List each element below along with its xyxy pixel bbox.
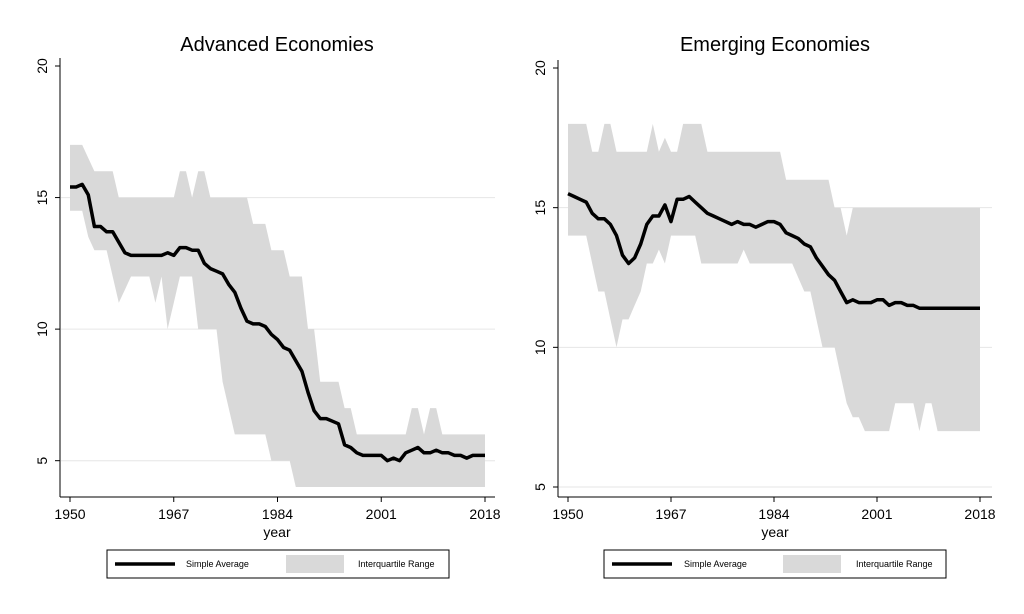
x-tick-label: 1967: [158, 506, 189, 522]
y-tick-label: 10: [532, 339, 548, 355]
x-axis-label-emerging: year: [761, 524, 789, 540]
x-tick-label: 1950: [54, 506, 85, 522]
y-tick-label: 20: [532, 60, 548, 76]
x-tick-label: 1950: [552, 506, 583, 522]
x-tick-label: 2018: [964, 506, 995, 522]
chart-title-advanced: Advanced Economies: [180, 34, 373, 56]
x-tick-label: 1984: [262, 506, 293, 522]
y-tick-label: 20: [34, 58, 50, 74]
x-axis-label-advanced: year: [263, 524, 291, 540]
x-tick-label: 1967: [655, 506, 686, 522]
x-tick-label: 1984: [758, 506, 789, 522]
y-tick-label: 5: [532, 483, 548, 491]
iqr-band-advanced: [70, 144, 485, 487]
y-axis-advanced: 5 10 15 20: [34, 58, 61, 497]
legend-swatch-iqr-emerging: [783, 555, 841, 573]
y-axis-emerging: 5 10 15 20: [532, 60, 559, 497]
legend-label-average-emerging: Simple Average: [684, 559, 747, 569]
iqr-band-emerging: [568, 123, 980, 432]
y-tick-label: 10: [34, 321, 50, 337]
legend-label-iqr-advanced: Interquartile Range: [358, 559, 435, 569]
legend-emerging: Simple Average Interquartile Range: [603, 549, 947, 579]
x-tick-label: 2001: [861, 506, 892, 522]
legend-label-average-advanced: Simple Average: [186, 559, 249, 569]
x-axis-emerging: 1950 1967 1984 2001 2018: [552, 496, 996, 522]
panel-emerging: Emerging Economies 5 10 15 20 1950 1967 1984 2…: [532, 34, 996, 579]
legend-advanced: Simple Average Interquartile Range: [106, 549, 450, 579]
legend-label-iqr-emerging: Interquartile Range: [856, 559, 933, 569]
panel-advanced: Advanced Economies 5 10 15 20 1950 1967 1984 2…: [34, 34, 501, 579]
x-axis-advanced: 1950 1967 1984 2001 2018: [54, 496, 501, 522]
average-line-emerging: [567, 192, 980, 310]
y-tick-label: 15: [34, 190, 50, 206]
y-tick-label: 15: [532, 200, 548, 216]
average-line-advanced: [70, 182, 485, 463]
chart-title-emerging: Emerging Economies: [680, 34, 870, 56]
x-tick-label: 2018: [469, 506, 500, 522]
legend-swatch-iqr-advanced: [286, 555, 344, 573]
x-tick-label: 2001: [366, 506, 397, 522]
legend-box-emerging: [603, 549, 947, 579]
y-tick-label: 5: [34, 457, 50, 465]
